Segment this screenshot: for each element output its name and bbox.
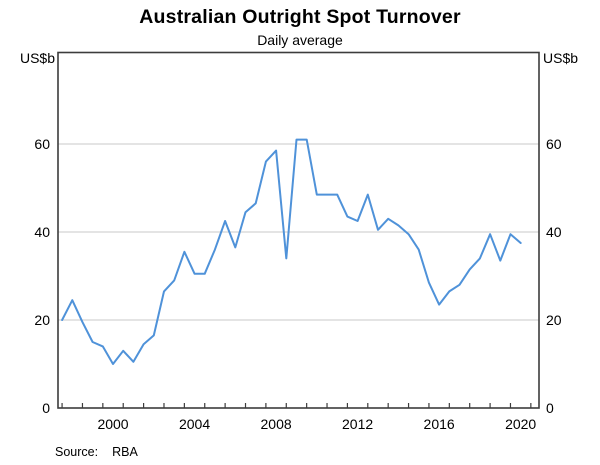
data-line-spot-turnover (61, 138, 522, 365)
x-tick-label-2016: 2016 (424, 416, 455, 432)
y-tick-label-left-60: 60 (34, 136, 50, 152)
y-tick-label-right-0: 0 (546, 400, 554, 416)
y-tick-label-right-20: 20 (546, 312, 562, 328)
plot-frame (57, 51, 540, 409)
x-tick-label-2000: 2000 (97, 416, 128, 432)
y-tick-label-left-0: 0 (42, 400, 50, 416)
x-tick-label-2004: 2004 (179, 416, 210, 432)
y-tick-label-left-20: 20 (34, 312, 50, 328)
chart-title: Australian Outright Spot Turnover (139, 6, 461, 28)
source-note: Source: RBA (55, 445, 138, 459)
x-tick-label-2008: 2008 (261, 416, 292, 432)
y-tick-label-right-40: 40 (546, 224, 562, 240)
source-value: RBA (112, 445, 138, 459)
x-tick-label-2012: 2012 (342, 416, 373, 432)
y-tick-label-left-40: 40 (34, 224, 50, 240)
source-label: Source: (55, 445, 99, 459)
y-axis-unit-left: US$b (19, 50, 55, 66)
chart-subtitle: Daily average (257, 32, 343, 48)
x-tick-label-2020: 2020 (505, 416, 536, 432)
y-axis-unit-right: US$b (543, 50, 579, 66)
y-tick-label-right-60: 60 (546, 136, 562, 152)
